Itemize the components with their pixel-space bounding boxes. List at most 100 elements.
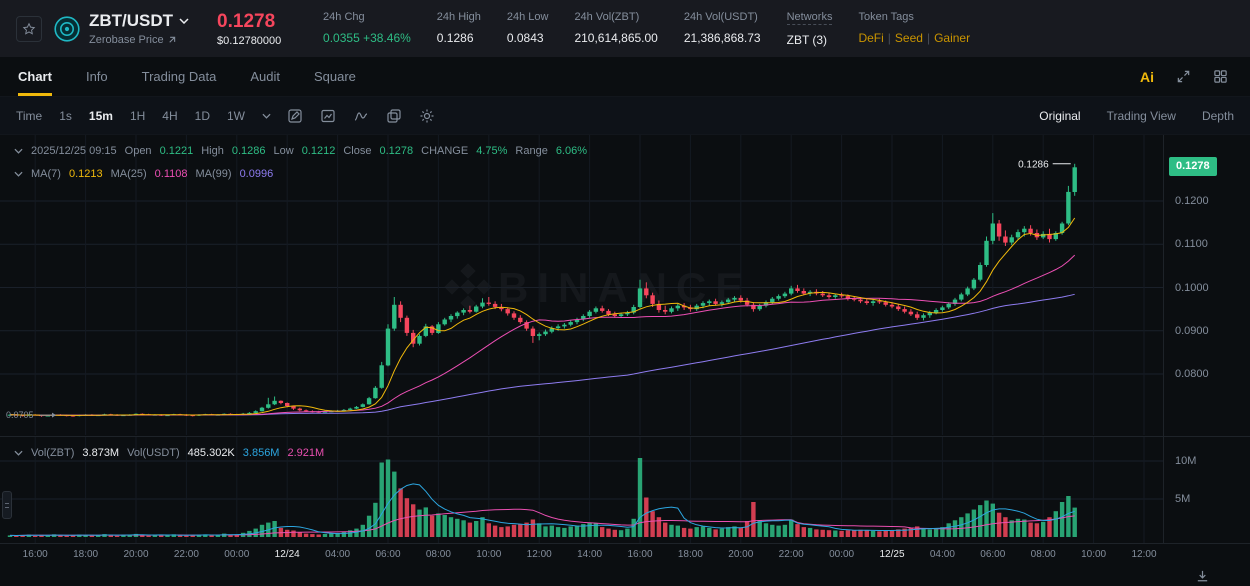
time-axis-label: 04:00 — [325, 549, 351, 560]
interval-1d[interactable]: 1D — [194, 108, 210, 123]
favorite-star-button[interactable] — [16, 15, 42, 42]
volume-legend: Vol(ZBT) 3.873M Vol(USDT) 485.302K 3.856M … — [14, 447, 324, 459]
tab-info[interactable]: Info — [85, 69, 108, 84]
stat-24h-change: 24h Chg 0.0355 +38.46% — [323, 11, 411, 47]
volume-collapse-icon[interactable] — [14, 450, 23, 456]
external-link-icon — [168, 36, 175, 43]
vol-base-label: Vol(ZBT) — [31, 447, 75, 459]
ma25-value: 0.1108 — [154, 168, 188, 180]
layout-grid-icon[interactable] — [1213, 69, 1228, 84]
low-label: Low — [273, 145, 294, 157]
time-axis-label: 10:00 — [476, 549, 502, 560]
last-price: 0.1278 — [217, 10, 276, 32]
export-download-icon[interactable] — [1195, 569, 1210, 584]
token-tag-defi[interactable]: DeFi — [858, 30, 884, 45]
time-axis-label: 00:00 — [224, 549, 250, 560]
volume-axis-tick: 5M — [1175, 493, 1191, 505]
price-source-link[interactable]: Zerobase Price — [89, 34, 189, 46]
stat-label: 24h High — [436, 10, 481, 23]
time-axis-label: 08:00 — [1030, 549, 1056, 560]
pair-header: ZBT/USDT Zerobase Price 0.1278 $0.127800… — [0, 0, 1250, 57]
view-depth[interactable]: Depth — [1201, 108, 1234, 123]
tab-trading-data[interactable]: Trading Data — [141, 69, 217, 84]
range-label: Range — [515, 145, 548, 157]
stat-24h-vol-base: 24h Vol(ZBT) 210,614,865.00 — [574, 11, 657, 47]
ma-collapse-icon[interactable] — [14, 171, 23, 177]
close-label: Close — [343, 145, 372, 157]
time-label: Time — [16, 108, 43, 123]
time-axis-label: 06:00 — [980, 549, 1006, 560]
stat-networks: Networks ZBT (3) — [786, 10, 833, 47]
candle-datetime: 2025/12/25 09:15 — [31, 145, 117, 157]
chart-type-icon[interactable] — [320, 108, 336, 124]
ma99-label: MA(99) — [195, 168, 232, 180]
low-value: 0.1212 — [301, 145, 336, 157]
stat-value: 0.1286 — [436, 30, 474, 45]
vol-ma-slow-value: 2.921M — [287, 447, 325, 459]
open-value: 0.1221 — [159, 145, 194, 157]
ma7-label: MA(7) — [31, 168, 61, 180]
close-value: 0.1278 — [379, 145, 414, 157]
chart-edit-icon[interactable] — [287, 108, 303, 124]
interval-1h[interactable]: 1H — [129, 108, 146, 123]
interval-1s[interactable]: 1s — [59, 108, 72, 123]
view-trading-view[interactable]: Trading View — [1106, 108, 1176, 123]
token-tag-gainer[interactable]: Gainer — [934, 30, 971, 45]
stat-value: 0.0843 — [506, 30, 544, 45]
price-axis-tick: 0.0900 — [1175, 324, 1209, 337]
price-axis[interactable]: 0.1200 0.1100 0.1000 0.0900 0.0800 10M 5M 0.127… — [1163, 135, 1250, 543]
tab-square[interactable]: Square — [313, 69, 356, 84]
volume-pane[interactable] — [0, 437, 1163, 543]
compare-icon[interactable] — [386, 108, 402, 124]
token-tag-seed[interactable]: Seed — [894, 30, 923, 45]
tab-chart[interactable]: Chart — [18, 57, 52, 96]
time-axis-label: 00:00 — [829, 549, 855, 560]
interval-15m[interactable]: 15m — [88, 108, 113, 123]
fullscreen-icon[interactable] — [1176, 69, 1191, 84]
ma25-label: MA(25) — [110, 168, 147, 180]
pair-name: ZBT/USDT — [89, 11, 174, 30]
vol-quote-label: Vol(USDT) — [127, 447, 180, 459]
time-axis-label: 14:00 — [577, 549, 603, 560]
tag-separator: | — [926, 30, 931, 45]
ma-legend: MA(7) 0.1213 MA(25) 0.1108 MA(99) 0.0996 — [14, 168, 273, 180]
fiat-price: $0.12780000 — [217, 34, 282, 47]
tag-separator: | — [887, 30, 891, 45]
time-axis-label: 12/24 — [274, 549, 300, 560]
pane-divider[interactable] — [0, 436, 1250, 437]
stat-label: 24h Vol(USDT) — [683, 10, 758, 23]
star-icon — [22, 22, 36, 35]
vol-quote-value: 485.302K — [187, 447, 235, 459]
time-axis[interactable]: 16:00 18:00 20:00 22:00 00:00 12/24 04:00 06:00… — [0, 543, 1250, 566]
time-axis-label: 08:00 — [425, 549, 451, 560]
networks-label[interactable]: Networks — [786, 10, 833, 25]
last-price-badge: 0.1278 — [1169, 157, 1217, 177]
vol-base-value: 3.873M — [82, 447, 120, 459]
chart-canvas: BINANCE 0.1286 0.0705 2025/12/25 09:15 Op… — [0, 135, 1250, 566]
coin-logo — [54, 15, 80, 42]
time-axis-label: 06:00 — [375, 549, 401, 560]
legend-collapse-icon[interactable] — [14, 148, 23, 154]
volume-axis-tick: 10M — [1175, 455, 1197, 467]
interval-1w[interactable]: 1W — [226, 108, 245, 123]
stat-24h-low: 24h Low 0.0843 — [507, 11, 549, 47]
indicators-icon[interactable] — [353, 108, 369, 124]
pair-selector[interactable]: ZBT/USDT — [89, 11, 189, 31]
interval-more-chevron-icon[interactable] — [262, 113, 271, 119]
time-axis-label: 20:00 — [728, 549, 754, 560]
chevron-down-icon — [179, 18, 189, 24]
stat-label: 24h Chg — [323, 10, 365, 23]
tab-audit[interactable]: Audit — [250, 69, 280, 84]
price-axis-tick: 0.0800 — [1175, 368, 1209, 380]
stat-value: 21,386,868.73 — [683, 30, 761, 45]
chart-settings-gear-icon[interactable] — [419, 108, 435, 124]
pane-resize-handle[interactable] — [2, 491, 12, 519]
interval-4h[interactable]: 4H — [162, 108, 178, 123]
price-axis-tick: 0.1100 — [1175, 238, 1208, 251]
vol-ma-fast-value: 3.856M — [242, 447, 280, 459]
time-axis-label: 12/25 — [879, 549, 905, 560]
view-original[interactable]: Original — [1039, 108, 1081, 123]
ai-assistant-icon[interactable]: Ai — [1140, 68, 1154, 85]
time-axis-label: 10:00 — [1081, 549, 1107, 560]
